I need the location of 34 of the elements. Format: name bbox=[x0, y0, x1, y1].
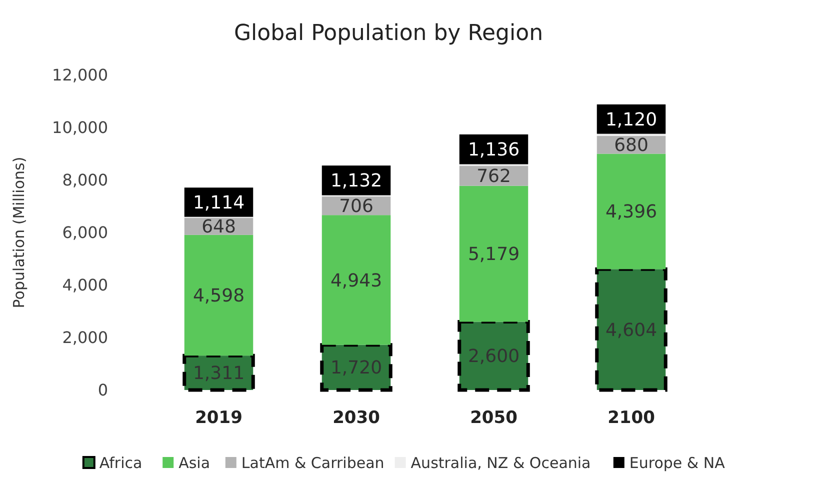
x-tick-label: 2030 bbox=[332, 408, 380, 428]
y-axis-title: Population (Millions) bbox=[10, 156, 28, 308]
y-tick-label: 2,000 bbox=[62, 328, 108, 348]
legend-label: Africa bbox=[99, 454, 142, 472]
data-label: 4,943 bbox=[330, 270, 382, 292]
legend-label: LatAm & Carribean bbox=[241, 454, 384, 472]
x-tick-label: 2019 bbox=[195, 408, 242, 428]
legend-label: Asia bbox=[178, 454, 210, 472]
x-tick-label: 2050 bbox=[470, 408, 518, 428]
data-label: 5,179 bbox=[468, 244, 520, 266]
legend-label: Europe & NA bbox=[629, 454, 726, 472]
y-tick-label: 10,000 bbox=[52, 118, 108, 138]
data-label: 648 bbox=[202, 216, 236, 238]
legend-label: Australia, NZ & Oceania bbox=[410, 454, 591, 472]
data-label: 1,132 bbox=[330, 170, 382, 192]
data-label: 706 bbox=[339, 196, 374, 218]
data-label: 1,120 bbox=[605, 109, 658, 130]
data-label: 762 bbox=[476, 166, 511, 188]
data-label: 1,136 bbox=[468, 140, 520, 161]
data-label: 1,720 bbox=[330, 358, 382, 379]
data-label: 4,598 bbox=[192, 286, 245, 307]
chart-title: Global Population by Region bbox=[234, 21, 544, 46]
x-tick-label: 2100 bbox=[608, 408, 656, 428]
data-label: 680 bbox=[614, 135, 648, 156]
data-label: 1,311 bbox=[192, 363, 245, 384]
y-tick-label: 12,000 bbox=[52, 66, 108, 85]
data-label: 2,600 bbox=[468, 346, 520, 368]
y-tick-label: 8,000 bbox=[62, 170, 108, 190]
y-tick-label: 0 bbox=[98, 380, 108, 400]
y-tick-label: 6,000 bbox=[62, 223, 108, 242]
data-label: 1,114 bbox=[192, 192, 245, 214]
y-tick-label: 4,000 bbox=[62, 276, 108, 295]
data-label: 4,604 bbox=[605, 320, 658, 341]
data-label: 4,396 bbox=[605, 202, 658, 223]
